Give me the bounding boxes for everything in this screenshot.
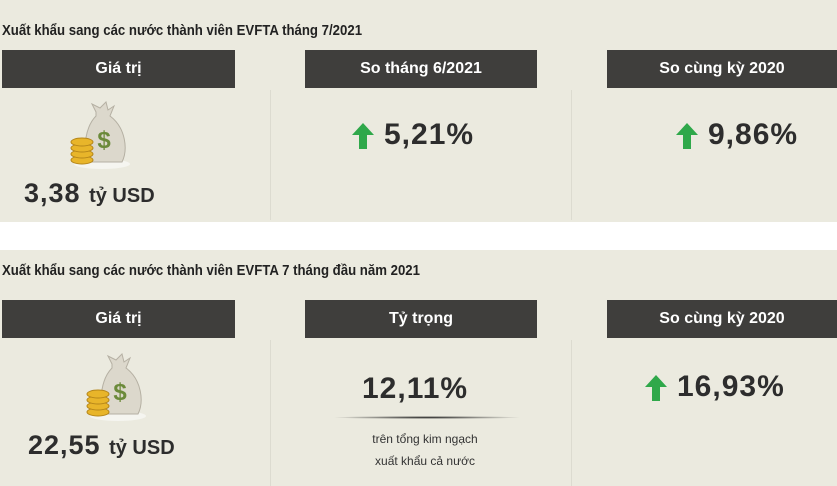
divider — [270, 90, 271, 220]
share-note-line: xuất khẩu cả nước — [375, 454, 475, 468]
value: 3,38 tỷ USD — [24, 178, 155, 209]
header-yoy: So cùng kỳ 2020 — [607, 300, 837, 338]
header-value: Giá trị — [2, 50, 235, 88]
section-title: Xuất khẩu sang các nước thành viên EVFTA… — [2, 22, 363, 39]
money-bag-icon — [66, 100, 130, 170]
mom-value: 5,21% — [384, 118, 475, 151]
share-note: trên tổng kim ngạch xuất khẩu cả nước — [320, 428, 530, 472]
header-mom: So tháng 6/2021 — [305, 50, 537, 88]
header-value: Giá trị — [2, 300, 235, 338]
value-unit: tỷ USD — [89, 185, 155, 207]
divider — [270, 340, 271, 486]
value-unit: tỷ USD — [109, 437, 175, 459]
share-underline — [332, 416, 522, 419]
header-yoy: So cùng kỳ 2020 — [607, 50, 837, 88]
share-note-line: trên tổng kim ngạch — [372, 432, 478, 446]
section-monthly: Xuất khẩu sang các nước thành viên EVFTA… — [0, 0, 837, 222]
section-title: Xuất khẩu sang các nước thành viên EVFTA… — [2, 262, 420, 279]
mom-change: 5,21% — [352, 118, 474, 152]
yoy-change: 16,93% — [645, 370, 785, 404]
share-value: 12,11% — [362, 372, 469, 405]
value: 22,55 tỷ USD — [28, 430, 175, 461]
yoy-value: 9,86% — [708, 118, 799, 151]
up-arrow-icon — [676, 123, 698, 149]
money-bag-icon — [82, 352, 146, 422]
up-arrow-icon — [352, 123, 374, 149]
header-share: Tỷ trọng — [305, 300, 537, 338]
section-ytd: Xuất khẩu sang các nước thành viên EVFTA… — [0, 250, 837, 486]
divider — [571, 340, 572, 486]
yoy-change: 9,86% — [676, 118, 798, 152]
yoy-value: 16,93% — [677, 370, 785, 403]
up-arrow-icon — [645, 375, 667, 401]
value-number: 22,55 — [28, 430, 101, 460]
divider — [571, 90, 572, 220]
value-number: 3,38 — [24, 178, 81, 208]
